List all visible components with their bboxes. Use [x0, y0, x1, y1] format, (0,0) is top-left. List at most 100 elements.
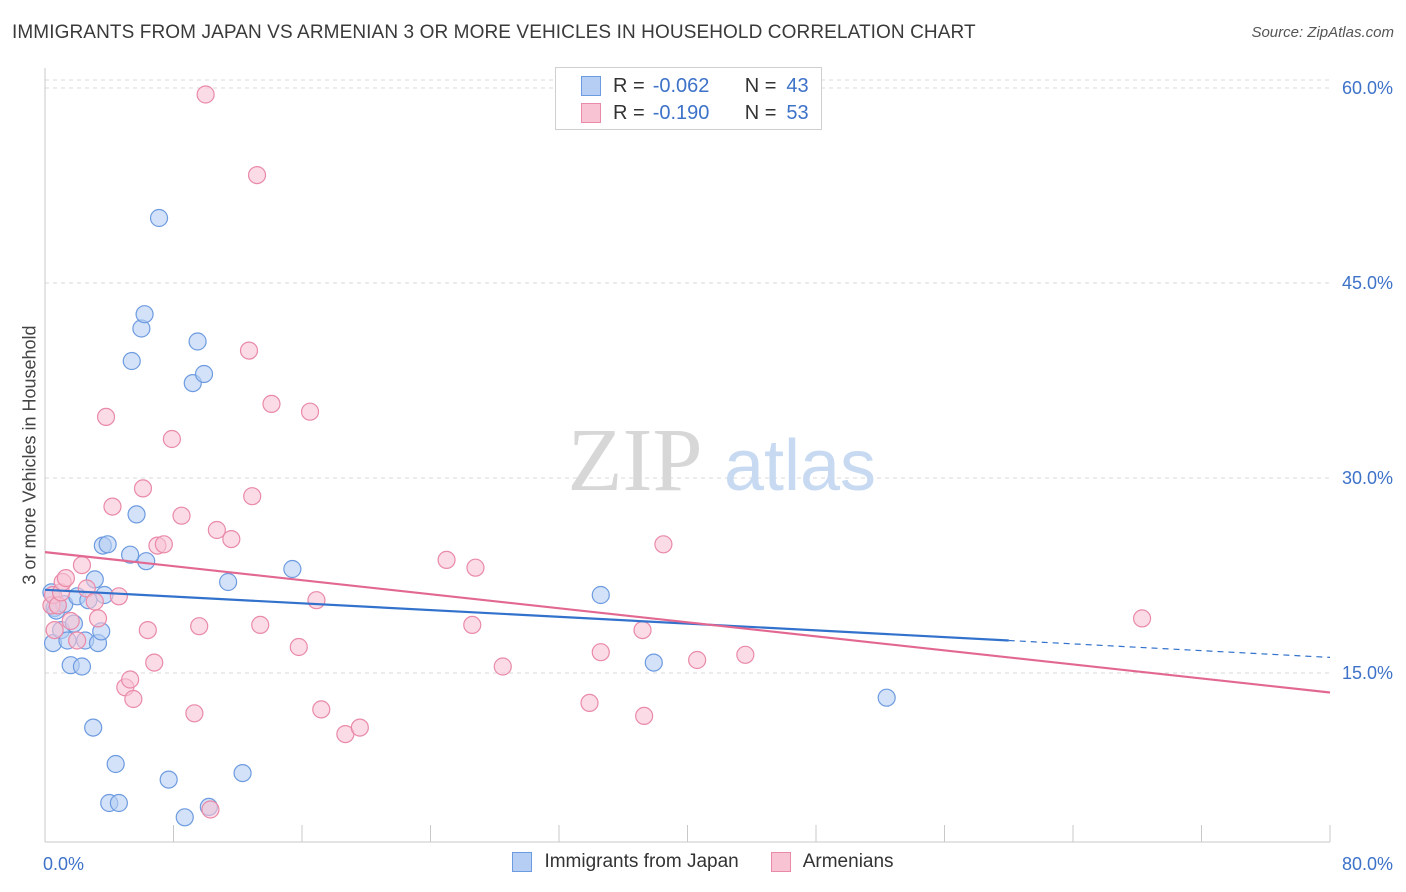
tick-labels: 15.0% 30.0% 45.0% 60.0% 0.0% 80.0% [43, 78, 1393, 874]
armenian-point [96, 407, 116, 426]
y-tick-label: 45.0% [1342, 273, 1393, 293]
japan-point [644, 653, 663, 672]
japan-point [98, 535, 117, 554]
japan-point [159, 770, 178, 789]
armenian-point [312, 700, 331, 719]
japan-point [137, 552, 156, 571]
armenian-point [1132, 609, 1152, 628]
japan-point [121, 545, 140, 564]
armenian-point [185, 704, 204, 723]
japan-point [127, 505, 146, 524]
legend-item-japan[interactable]: Immigrants from Japan [512, 851, 739, 873]
armenian-point [196, 85, 215, 104]
japan-point [283, 559, 302, 579]
japan-point [188, 332, 207, 351]
y-tick-label: 30.0% [1342, 468, 1393, 488]
chart-title: IMMIGRANTS FROM JAPAN VS ARMENIAN 3 OR M… [12, 22, 976, 43]
armenian-point [222, 529, 241, 549]
armenian-point [85, 592, 104, 611]
armenian-point [466, 558, 485, 577]
japan-trend-extension [1008, 639, 1331, 658]
trend-lines [44, 551, 1331, 694]
armenian-point [201, 800, 220, 819]
r-label: R = [613, 74, 645, 97]
armenian-trend-line [44, 551, 1331, 694]
n-label: N = [744, 101, 777, 124]
axes [44, 68, 1331, 843]
n-value: 43 [786, 74, 809, 97]
japan-point [72, 657, 92, 676]
japan-point [109, 793, 128, 813]
armenian-point [437, 550, 456, 570]
japan-point [194, 364, 214, 384]
japan-swatch [512, 852, 533, 872]
armenian-point [289, 637, 308, 657]
armenian-point [172, 506, 191, 525]
japan-point [149, 208, 169, 228]
armenian-point [654, 535, 673, 554]
japan-point [135, 305, 154, 324]
armenian-point [736, 645, 755, 664]
japan-point [84, 718, 103, 737]
japan-point [106, 754, 125, 774]
series-legend: Immigrants from Japan Armenians [0, 851, 1406, 873]
armenian-point [124, 689, 143, 709]
armenian-point [243, 487, 262, 506]
armenian-point [88, 609, 108, 628]
armenian-point [45, 620, 64, 640]
armenian-point [190, 617, 209, 636]
y-tick-label: 60.0% [1342, 78, 1393, 98]
armenian-point [300, 402, 320, 421]
japan-swatch [581, 76, 601, 96]
legend-label-japan: Immigrants from Japan [544, 851, 739, 872]
legend-row-armenians: R = -0.190 N = 53 [581, 100, 809, 126]
armenian-point [251, 615, 270, 635]
armenian-point [580, 693, 599, 713]
r-value: -0.190 [652, 101, 710, 124]
armenian-point [103, 497, 122, 516]
armenian-point [350, 718, 369, 737]
japan-point [591, 585, 610, 605]
n-label: N = [744, 74, 777, 97]
armenian-point [72, 555, 92, 575]
armenian-point [109, 587, 128, 606]
japan-trend-line [44, 588, 1009, 642]
armenian-point [56, 568, 75, 588]
n-value: 53 [786, 101, 809, 124]
legend-item-armenians[interactable]: Armenians [770, 851, 894, 873]
y-tick-label: 15.0% [1342, 663, 1393, 683]
armenian-point [247, 166, 267, 185]
japan-point [877, 688, 896, 707]
japan-point [233, 763, 252, 783]
x-tick-label: 80.0% [1342, 854, 1393, 874]
armenian-swatch [581, 103, 601, 123]
armenian-point [463, 615, 482, 635]
armenian-swatch [770, 852, 791, 872]
r-value: -0.062 [652, 74, 710, 97]
correlation-legend: R = -0.062 N = 43 R = -0.190 N = 53 [555, 67, 822, 130]
armenian-point [633, 620, 652, 640]
armenian-point [145, 653, 164, 672]
grid-lines [45, 79, 1330, 674]
armenian-point [307, 591, 326, 610]
legend-label-armenians: Armenians [802, 851, 894, 872]
armenian-point [688, 650, 707, 670]
japan-point [175, 808, 194, 827]
armenian-point [138, 620, 157, 640]
armenian-point [262, 394, 281, 413]
armenian-point [591, 643, 610, 662]
watermark-zip: ZIP [568, 411, 703, 510]
armenian-point [61, 611, 80, 631]
armenian-point [239, 341, 259, 360]
armenian-point [635, 706, 654, 726]
armenian-point [493, 657, 512, 676]
armenian-point [133, 479, 153, 498]
japan-point [219, 572, 238, 592]
armenian-point [207, 520, 226, 540]
x-tick-label: 0.0% [43, 854, 84, 874]
japan-point [122, 351, 141, 371]
data-points [42, 85, 1152, 827]
armenian-point [154, 535, 173, 554]
r-label: R = [613, 101, 645, 124]
